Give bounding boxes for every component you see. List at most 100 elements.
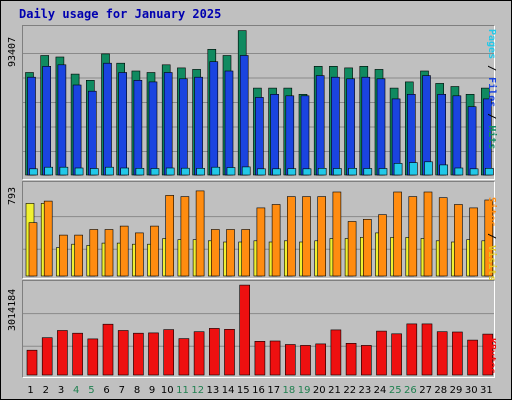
files-bar — [27, 76, 36, 176]
files-bar — [467, 106, 477, 176]
sites-bar — [74, 234, 83, 277]
pages-bar — [241, 166, 251, 176]
day-label: 17 — [267, 385, 280, 396]
pages-bar — [59, 166, 69, 176]
sites-bar — [378, 214, 387, 277]
sites-bar — [271, 204, 281, 277]
kbytes-bar — [57, 330, 68, 376]
day-label: 18 — [283, 385, 296, 396]
kbytes-bar — [209, 328, 220, 376]
pages-bar — [408, 162, 418, 176]
sites-bar — [484, 199, 494, 277]
kbytes-bar — [239, 284, 250, 376]
files-bar — [346, 78, 355, 176]
day-label: 12 — [191, 385, 204, 396]
sites-bar — [332, 191, 342, 277]
kbytes-bar — [224, 328, 235, 376]
pages-bar — [29, 168, 38, 176]
pages-bar — [181, 167, 190, 176]
files-bar — [72, 84, 82, 176]
hits-panel — [22, 25, 495, 180]
day-label: 29 — [450, 385, 463, 396]
day-label: 7 — [119, 385, 125, 396]
files-bar — [285, 95, 295, 176]
kbytes-bar — [72, 332, 83, 376]
sites-bar — [469, 207, 478, 277]
pages-bar — [44, 166, 54, 176]
files-bar — [376, 78, 386, 176]
pages-bar — [378, 168, 388, 176]
kbytes-bar — [178, 338, 190, 376]
files-bar — [133, 79, 143, 176]
sites-bar — [393, 191, 402, 277]
kbytes-ymax-label: 3014184 — [7, 288, 18, 331]
files-bar — [331, 76, 340, 176]
sites-bar — [165, 195, 174, 277]
kbytes-legend: KBytes — [486, 338, 497, 374]
day-label: 3 — [58, 385, 64, 396]
sites-bar — [241, 229, 250, 277]
pages-bar — [196, 168, 205, 176]
kbytes-plot — [23, 284, 494, 376]
kbytes-bar — [315, 343, 327, 376]
pages-bar — [333, 168, 342, 176]
pages-bar — [211, 166, 221, 176]
sites-bar — [317, 196, 327, 277]
legend-sites: Sites — [486, 197, 497, 228]
kbytes-bar — [163, 329, 174, 376]
kbytes-bar — [452, 331, 463, 376]
kbytes-bar — [330, 329, 342, 376]
sites-bar — [423, 191, 433, 277]
sites-bar — [454, 204, 463, 277]
sites-bar — [119, 225, 129, 277]
day-label: 31 — [480, 385, 493, 396]
day-label: 4 — [73, 385, 79, 396]
pages-bar — [363, 168, 373, 176]
files-bar — [255, 97, 264, 176]
day-label: 1 — [27, 385, 33, 396]
pages-bar — [150, 168, 160, 176]
day-label: 30 — [465, 385, 478, 396]
pages-bar — [439, 164, 449, 176]
kbytes-bar — [26, 349, 38, 376]
pages-bar — [484, 168, 494, 176]
pages-bar — [120, 167, 129, 176]
day-label: 14 — [222, 385, 235, 396]
files-bar — [315, 75, 325, 176]
kbytes-bar — [300, 345, 311, 376]
pages-bar — [165, 167, 175, 176]
files-bar — [103, 62, 112, 176]
legend-kbytes: KBytes — [486, 338, 497, 375]
pages-bar — [469, 168, 479, 176]
day-label: 2 — [43, 385, 49, 396]
legend-files: Files — [486, 77, 497, 108]
files-bar — [422, 75, 431, 176]
day-label: 22 — [343, 385, 356, 396]
kbytes-bar — [102, 323, 114, 376]
kbytes-bar — [269, 340, 281, 376]
sites-bar — [59, 234, 68, 277]
day-axis: 1 2 3 4 5 6 7 8 9 10 11 12 13 14 15 16 17 18 19 20 21 22 23 24 2… — [27, 385, 493, 396]
sites-bar — [286, 196, 296, 277]
day-label: 23 — [359, 385, 372, 396]
files-bar — [437, 94, 447, 176]
visits-plot — [23, 190, 494, 277]
kbytes-bar — [436, 331, 448, 376]
files-bar — [209, 61, 219, 176]
kbytes-bar — [360, 345, 372, 376]
files-bar — [163, 72, 173, 176]
legend-hits: Hits — [486, 125, 497, 150]
day-label: 21 — [328, 385, 341, 396]
hits-ymax-label: 93407 — [7, 36, 18, 67]
day-label: 5 — [88, 385, 94, 396]
day-label: 13 — [207, 385, 220, 396]
pages-bar — [74, 167, 84, 176]
sites-bar — [408, 196, 418, 277]
kbytes-bar — [133, 332, 144, 376]
sites-bar — [211, 229, 220, 277]
legend-visits: Visits — [486, 245, 497, 282]
pages-bar — [393, 163, 403, 176]
day-label: 15 — [237, 385, 250, 396]
pages-bar — [317, 168, 327, 176]
